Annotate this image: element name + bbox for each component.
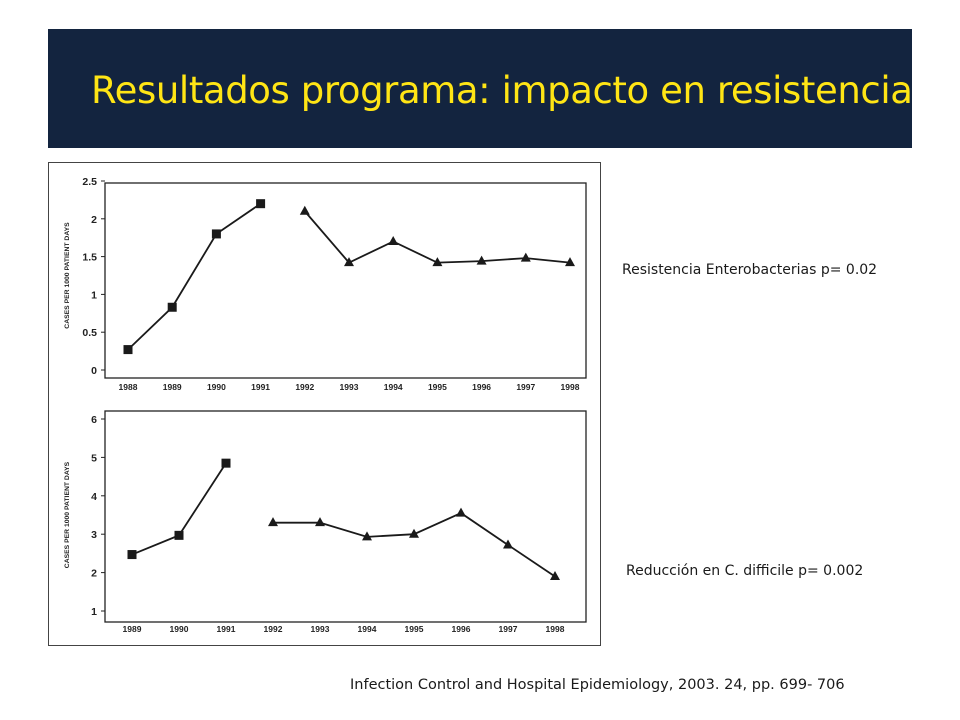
- series-line: [273, 512, 556, 578]
- title-banner: Resultados programa: impacto en resisten…: [48, 29, 913, 148]
- x-tick-label: 1992: [295, 382, 314, 392]
- x-tick-label: 1995: [405, 624, 424, 634]
- triangle-marker: [315, 517, 325, 527]
- triangle-marker: [565, 257, 575, 267]
- x-tick-label: 1991: [251, 382, 270, 392]
- y-tick-label: 0: [91, 365, 97, 377]
- triangle-marker: [476, 255, 487, 265]
- x-tick-label: 1997: [516, 382, 535, 392]
- y-tick-label: 0.5: [82, 327, 97, 339]
- triangle-marker: [388, 235, 399, 245]
- x-tick-label: 1998: [561, 382, 580, 392]
- triangle-marker: [432, 257, 443, 267]
- x-tick-label: 1993: [340, 382, 359, 392]
- square-marker: [127, 550, 137, 560]
- y-tick-label: 4: [91, 491, 97, 503]
- y-tick-label: 1.5: [82, 252, 97, 264]
- triangle-marker: [409, 528, 419, 538]
- x-tick-label: 1989: [123, 624, 142, 634]
- annotation-c-difficile: Reducción en C. difficile p= 0.002: [626, 563, 864, 579]
- x-tick-label: 1991: [217, 624, 236, 634]
- square-marker: [221, 458, 231, 468]
- y-tick-label: 3: [91, 529, 97, 541]
- annotation-enterobacterias: Resistencia Enterobacterias p= 0.02: [622, 262, 878, 278]
- x-tick-label: 1997: [499, 624, 518, 634]
- triangle-marker: [520, 252, 531, 262]
- y-tick-label: 6: [91, 414, 97, 426]
- charts-svg: 0 0.5 1 1.5 2 2.5 CASES PER 1000 PATIENT DAYS 1…: [64, 176, 587, 634]
- x-tick-label: 1990: [207, 382, 226, 392]
- triangle-marker: [550, 570, 560, 580]
- plot-frame-1: [104, 182, 587, 379]
- series-line: [131, 462, 227, 556]
- y-tick-label: 2: [91, 568, 97, 580]
- y-tick-label: 1: [91, 606, 97, 618]
- y-tick-label: 5: [91, 452, 97, 464]
- square-marker: [174, 530, 184, 540]
- x-tick-label: 1998: [546, 624, 565, 634]
- x-tick-label: 1993: [311, 624, 330, 634]
- y-axis-label: CASES PER 1000 PATIENT DAYS: [64, 222, 71, 329]
- square-marker: [167, 302, 177, 312]
- triangle-marker: [299, 205, 310, 215]
- x-tick-label: 1988: [119, 382, 138, 392]
- y-axis-label: CASES PER 1000 PATIENT DAYS: [64, 461, 71, 568]
- series-line: [304, 210, 571, 264]
- triangle-marker: [362, 531, 372, 541]
- triangle-marker: [268, 517, 278, 527]
- triangle-marker: [456, 507, 466, 517]
- citation: Infection Control and Hospital Epidemiol…: [350, 677, 845, 693]
- series-line: [127, 202, 262, 351]
- x-tick-label: 1995: [428, 382, 447, 392]
- y-tick-label: 2: [91, 214, 97, 226]
- y-tick-label: 1: [91, 289, 97, 301]
- slide-title: Resultados programa: impacto en resisten…: [91, 69, 913, 112]
- square-marker: [256, 199, 266, 209]
- x-tick-label: 1989: [163, 382, 182, 392]
- figure-panel: 0 0.5 1 1.5 2 2.5 CASES PER 1000 PATIENT DAYS 1…: [48, 162, 601, 646]
- x-tick-label: 1994: [358, 624, 377, 634]
- plot-frame-2: [104, 410, 587, 623]
- x-tick-label: 1990: [170, 624, 189, 634]
- x-tick-label: 1992: [264, 624, 283, 634]
- square-marker: [211, 229, 221, 239]
- x-tick-label: 1996: [452, 624, 471, 634]
- y-tick-label: 2.5: [82, 176, 97, 188]
- square-marker: [123, 345, 133, 355]
- triangle-marker: [344, 257, 354, 267]
- x-tick-label: 1996: [472, 382, 491, 392]
- triangle-marker: [503, 539, 513, 549]
- x-tick-label: 1994: [384, 382, 403, 392]
